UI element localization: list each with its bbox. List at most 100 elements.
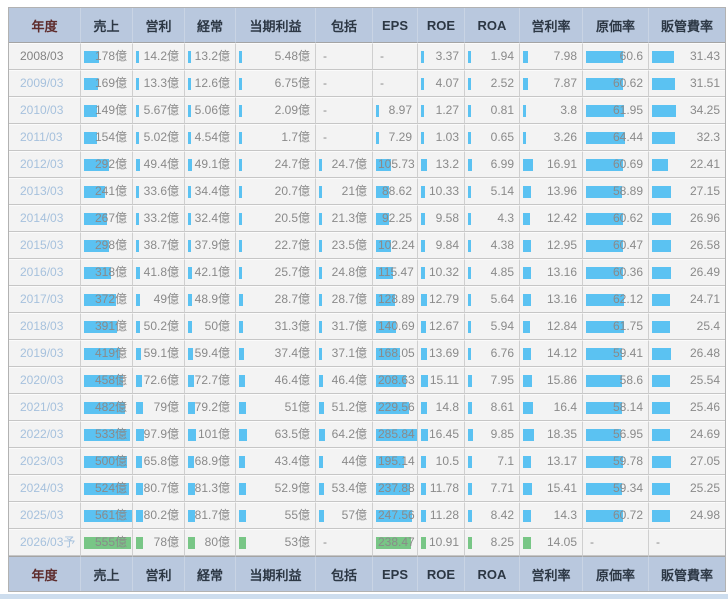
cell-value: 62.12	[612, 292, 643, 306]
cell-value: 229.56	[378, 400, 415, 414]
cell-value: 49億	[153, 292, 179, 306]
financial-table-container: 年度 売上 営利 経常 当期利益 包括 EPS ROE ROA 営利率 原価率 販管費率 2008/0…	[8, 7, 726, 592]
value-bar	[586, 185, 622, 198]
value-bar	[376, 293, 395, 306]
value-bar	[523, 320, 531, 333]
cell-value: 21.3億	[331, 211, 367, 225]
value-bar	[652, 131, 676, 144]
cell-value: 37.1億	[331, 346, 367, 360]
value-bar	[376, 239, 391, 252]
year-link[interactable]: 2012/03	[9, 151, 81, 178]
cell-roe: 9.58	[418, 205, 465, 232]
year-link[interactable]: 2013/03	[9, 178, 81, 205]
cell-sales: 298億	[81, 232, 133, 259]
value-bar	[468, 239, 471, 252]
cell-roa: 7.95	[465, 367, 520, 394]
year-link[interactable]: 2011/03	[9, 124, 81, 151]
cell-eps: 115.47	[373, 259, 418, 286]
year-link[interactable]: 2025/03	[9, 502, 81, 529]
cell-ord: 101億	[185, 421, 236, 448]
cell-value: 7.87	[553, 76, 577, 90]
cell-value: 51億	[284, 400, 310, 414]
no-data-value: -	[323, 76, 327, 90]
cell-sga: 26.58	[649, 232, 725, 259]
year-link[interactable]: 2023/03	[9, 448, 81, 475]
column-header-cogs-footer: 原価率	[583, 556, 649, 591]
cell-cogs: 61.75	[583, 313, 649, 340]
cell-value: 23.5億	[331, 238, 367, 252]
cell-value: 60.69	[612, 157, 643, 171]
value-bar	[376, 212, 390, 225]
column-header-opm: 営利率	[520, 8, 583, 43]
cell-sga: 25.46	[649, 394, 725, 421]
value-bar	[84, 212, 107, 225]
year-link[interactable]: 2016/03	[9, 259, 81, 286]
value-bar	[376, 401, 410, 414]
column-header-sales: 売上	[81, 8, 133, 43]
year-link[interactable]: 2014/03	[9, 205, 81, 232]
cell-cogs: 60.6	[583, 43, 649, 70]
cell-value: 32.4億	[194, 211, 230, 225]
value-bar	[136, 374, 143, 387]
cell-value: 195.14	[378, 454, 415, 468]
value-bar	[319, 293, 322, 306]
cell-sga: 22.41	[649, 151, 725, 178]
year-link[interactable]: 2010/03	[9, 97, 81, 124]
table-row: 2017/03 372億 49億 48.9億 28.7億 28.7億 128.89 12.79…	[9, 286, 725, 313]
value-bar	[586, 347, 623, 360]
cell-value: 9.85	[490, 427, 514, 441]
value-bar	[188, 212, 191, 225]
cell-value: 12.6億	[194, 76, 230, 90]
year-link[interactable]: 2008/03	[9, 43, 81, 70]
table-row: 2021/03 482億 79億 79.2億 51億 51.2億 229.56 14.8 8.6…	[9, 394, 725, 421]
cell-roe: 10.91	[418, 529, 465, 556]
year-link[interactable]: 2022/03	[9, 421, 81, 448]
value-bar	[84, 428, 130, 441]
year-link[interactable]: 2020/03	[9, 367, 81, 394]
cell-roa: 4.3	[465, 205, 520, 232]
cell-roe: 10.33	[418, 178, 465, 205]
year-link[interactable]: 2015/03	[9, 232, 81, 259]
cell-opm: 15.86	[520, 367, 583, 394]
value-bar	[523, 77, 528, 90]
cell-value: 524億	[94, 481, 127, 495]
cell-eps: 238.47	[373, 529, 418, 556]
cell-roa: 8.42	[465, 502, 520, 529]
cell-value: 12.95	[546, 238, 577, 252]
cell-value: 102.24	[378, 238, 415, 252]
column-header-opm-footer: 営利率	[520, 556, 583, 591]
table-row: 2024/03 524億 80.7億 81.3億 52.9億 53.4億 237.88 11.…	[9, 475, 725, 502]
cell-cogs: 59.41	[583, 340, 649, 367]
column-header-year: 年度	[9, 8, 81, 43]
cell-value: 1.03	[435, 130, 459, 144]
year-link[interactable]: 2021/03	[9, 394, 81, 421]
cell-comp: 21.3億	[316, 205, 373, 232]
cell-sga: 32.3	[649, 124, 725, 151]
year-link[interactable]: 2018/03	[9, 313, 81, 340]
cell-net: 24.7億	[236, 151, 316, 178]
year-link-forecast[interactable]: 2026/03予	[9, 529, 81, 556]
cell-roa: 0.81	[465, 97, 520, 124]
table-footer: 年度 売上 営利 経常 当期利益 包括 EPS ROE ROA 営利率 原価率 販管費率	[9, 556, 725, 591]
value-bar	[523, 50, 528, 63]
cell-value: 298億	[94, 238, 127, 252]
year-link[interactable]: 2009/03	[9, 70, 81, 97]
cell-sga: 26.49	[649, 259, 725, 286]
cell-ord: 59.4億	[185, 340, 236, 367]
cell-value: 105.73	[378, 157, 415, 171]
year-link[interactable]: 2024/03	[9, 475, 81, 502]
cell-comp: 28.7億	[316, 286, 373, 313]
cell-roe: 10.32	[418, 259, 465, 286]
table-header-row: 年度 売上 営利 経常 当期利益 包括 EPS ROE ROA 営利率 原価率 販管費率	[9, 8, 725, 43]
cell-opm: 7.87	[520, 70, 583, 97]
value-bar	[188, 77, 191, 90]
value-bar	[319, 212, 322, 225]
cell-value: 50億	[204, 319, 230, 333]
value-bar	[586, 293, 624, 306]
value-bar	[468, 509, 473, 522]
cell-value: 5.02億	[143, 130, 179, 144]
year-link[interactable]: 2019/03	[9, 340, 81, 367]
year-link[interactable]: 2017/03	[9, 286, 81, 313]
value-bar	[136, 158, 141, 171]
cell-eps: 168.05	[373, 340, 418, 367]
